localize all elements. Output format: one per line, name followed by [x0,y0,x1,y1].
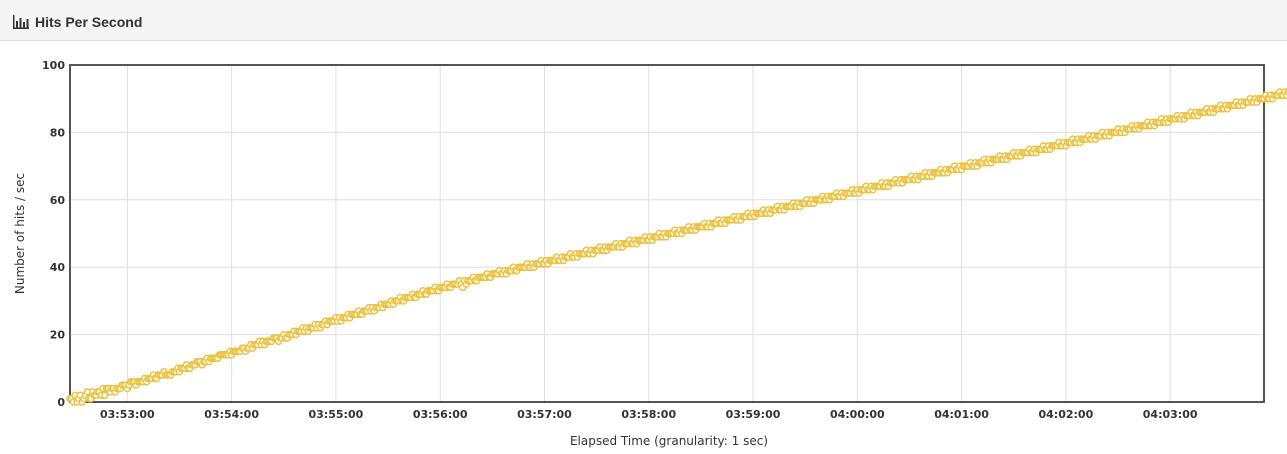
y-tick-label: 100 [42,59,65,72]
x-tick-label: 03:58:00 [621,408,676,421]
panel-title-group: Hits Per Second [13,12,142,32]
panel-header: Hits Per Second [0,0,1287,41]
x-tick-label: 03:53:00 [100,408,155,421]
x-tick-label: 04:03:00 [1143,408,1198,421]
x-tick-label: 03:54:00 [204,408,259,421]
x-tick-label: 03:59:00 [726,408,781,421]
x-tick-label: 03:56:00 [413,408,468,421]
x-tick-label: 03:57:00 [517,408,572,421]
y-tick-label: 80 [50,126,66,139]
x-tick-label: 04:02:00 [1039,408,1094,421]
x-tick-label: 04:01:00 [934,408,989,421]
panel-title: Hits Per Second [35,14,143,30]
y-tick-label: 60 [50,194,66,207]
plot-border [69,64,1265,403]
y-tick-label: 20 [50,329,66,342]
y-tick-label: 40 [50,261,66,274]
x-tick-label: 04:00:00 [830,408,885,421]
x-tick-label: 03:55:00 [309,408,364,421]
hits-per-second-chart: 0 20 40 60 80 100 03:53:00 03:54:00 03:55:00 03:5… [13,59,1287,448]
bar-chart-icon [13,15,29,29]
y-axis-title: Number of hits / sec [13,173,27,294]
data-point [101,391,109,400]
y-tick-label: 0 [57,396,65,409]
x-axis-title: Elapsed Time (granularity: 1 sec) [570,434,768,448]
